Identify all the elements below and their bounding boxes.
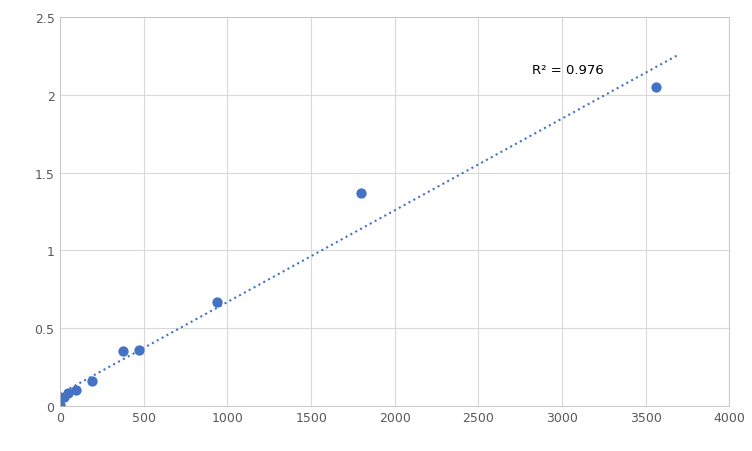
Point — [355, 190, 367, 197]
Point — [650, 84, 663, 92]
Point — [54, 402, 66, 409]
Point — [58, 394, 70, 401]
Point — [62, 390, 74, 397]
Text: R² = 0.976: R² = 0.976 — [532, 64, 604, 77]
Point — [70, 387, 82, 394]
Point — [132, 346, 144, 354]
Point — [117, 348, 129, 355]
Point — [211, 299, 223, 306]
Point — [86, 377, 98, 385]
